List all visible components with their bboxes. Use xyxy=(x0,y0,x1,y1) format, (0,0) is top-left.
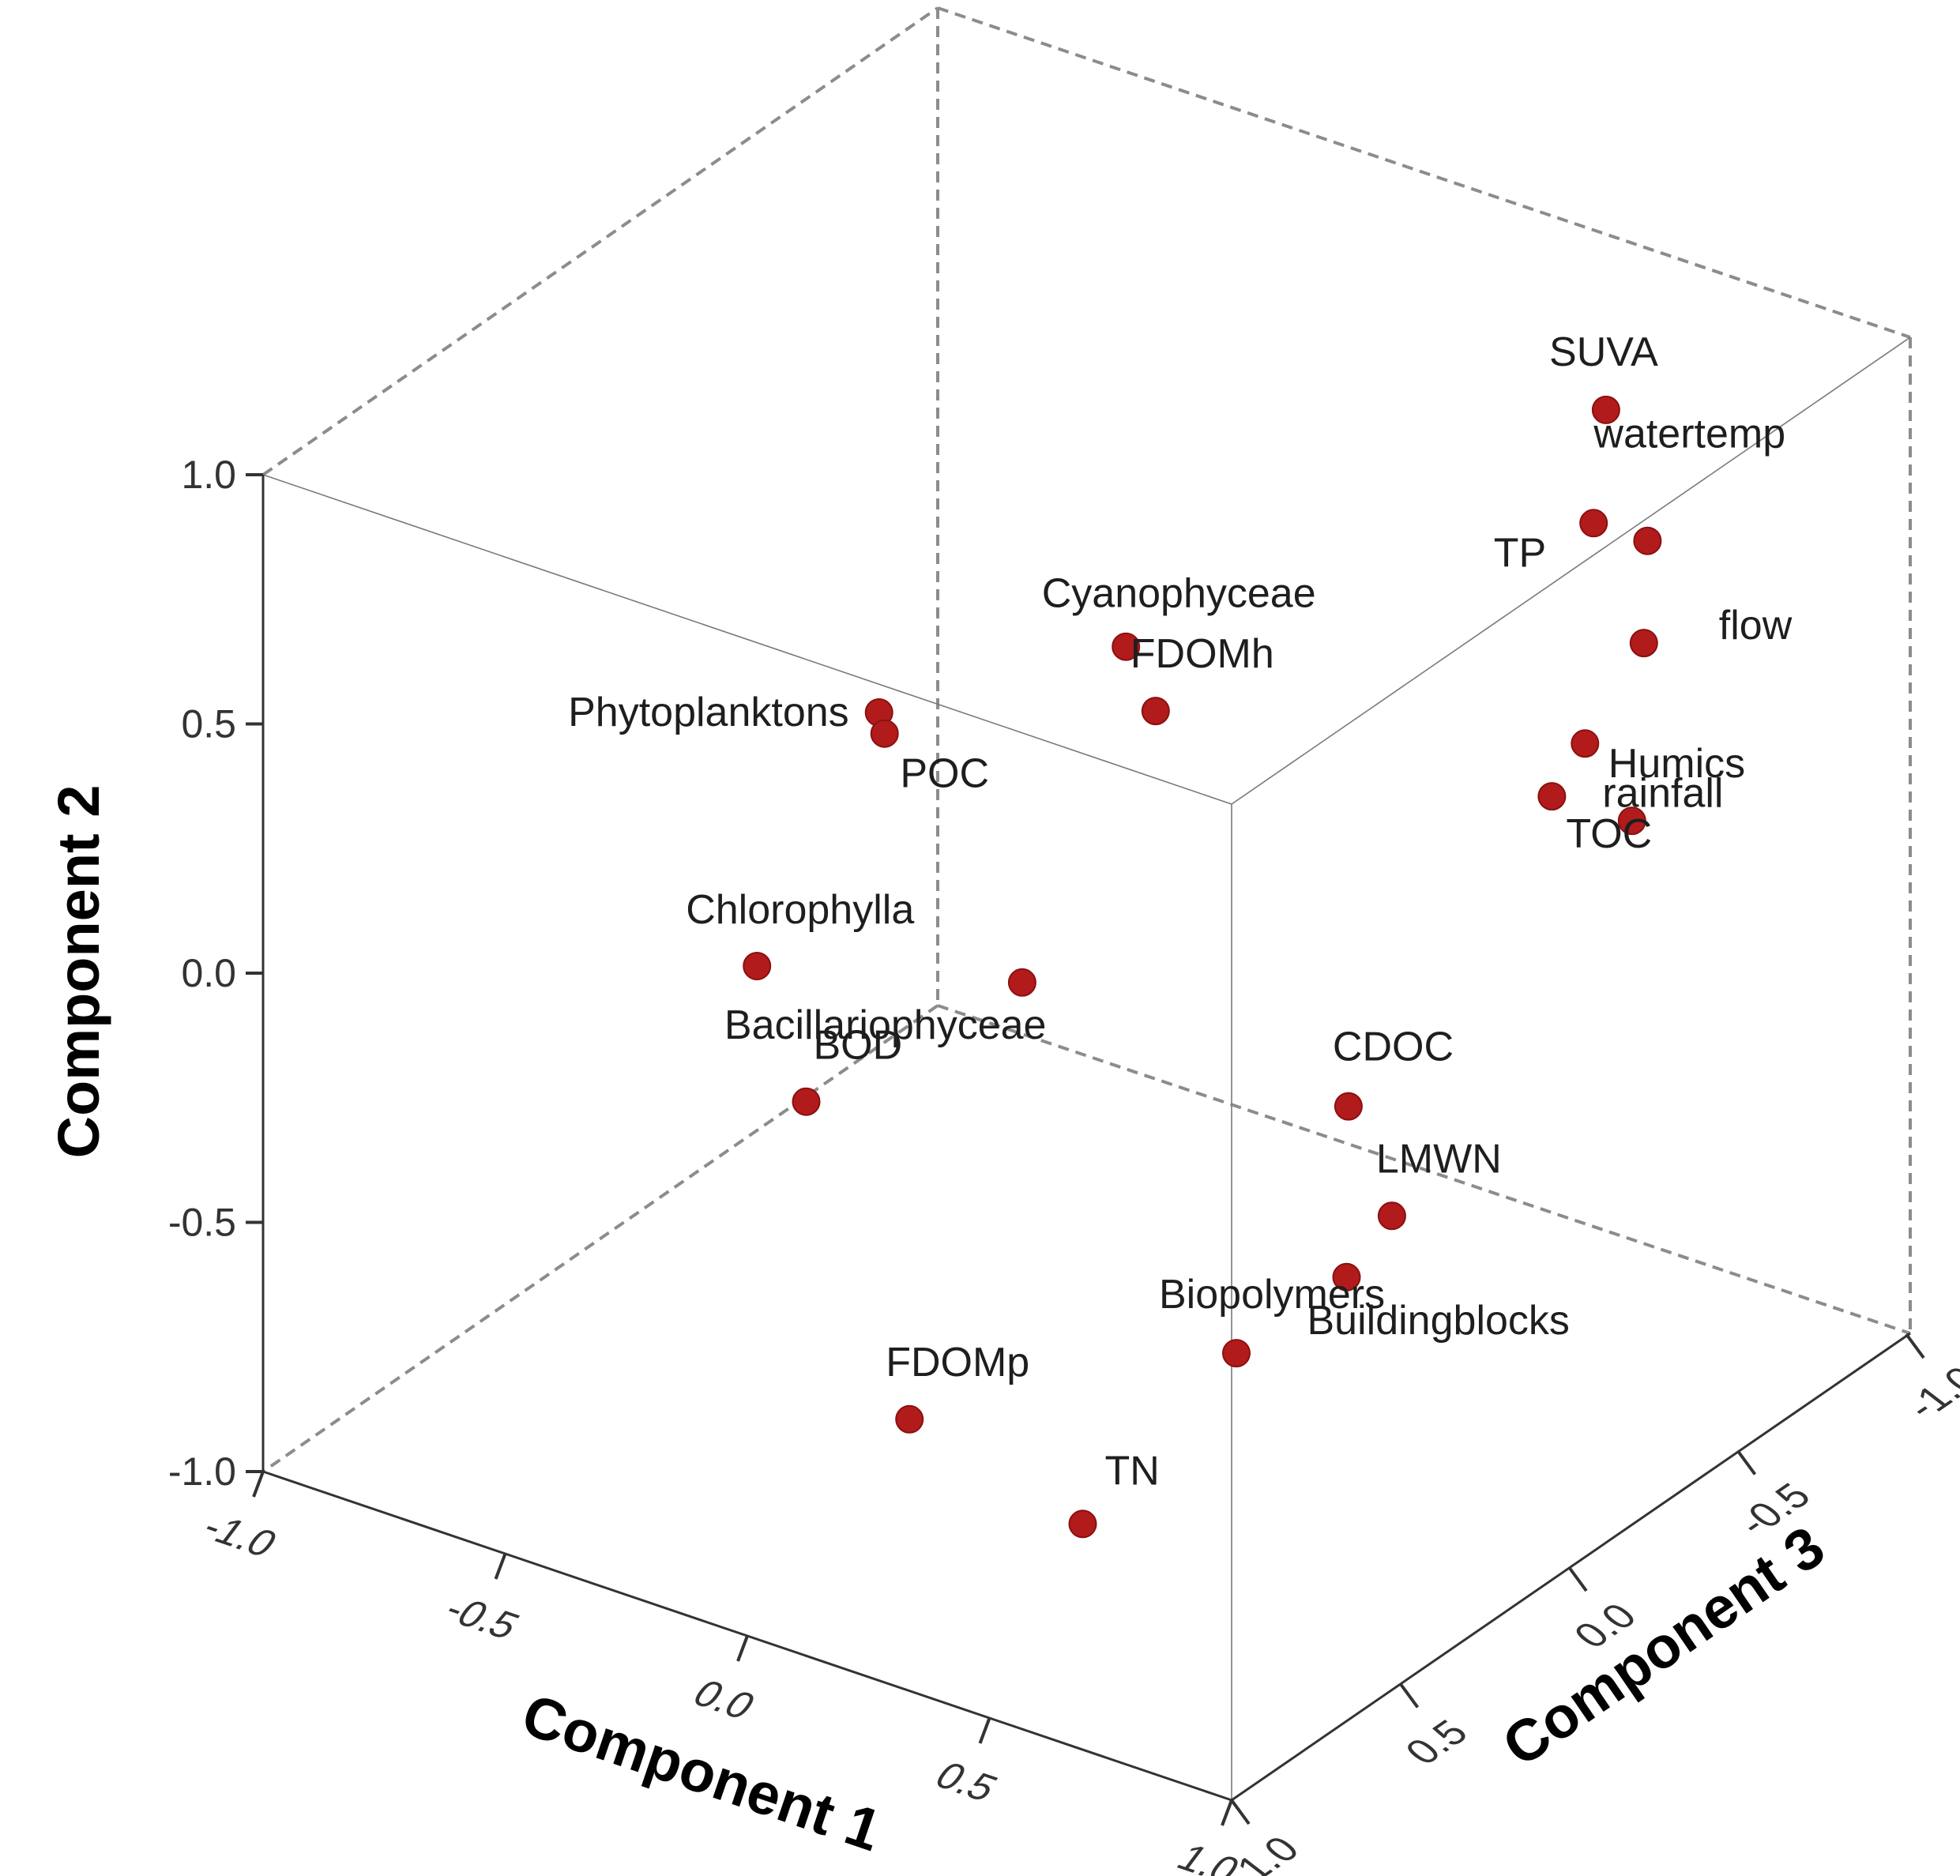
data-label-toc: TOC xyxy=(1566,811,1652,857)
component-2-tick-label: -0.5 xyxy=(168,1201,236,1245)
data-point-toc xyxy=(1537,782,1567,811)
y-axis-title: Component 2 xyxy=(46,785,111,1159)
data-label-fdomh: FDOMh xyxy=(1130,631,1274,677)
data-point-tn xyxy=(1068,1509,1097,1539)
component-1-tick-label: -1.0 xyxy=(194,1506,286,1565)
component-1-tick xyxy=(494,1553,507,1580)
data-point-tp xyxy=(1579,509,1608,538)
data-label-suva: SUVA xyxy=(1549,329,1658,375)
data-point-fdomh xyxy=(1141,697,1170,726)
component-3-tick-label: 0.5 xyxy=(1395,1712,1477,1772)
data-label-tp: TP xyxy=(1494,530,1546,576)
data-label-fdomp: FDOMp xyxy=(886,1340,1029,1385)
cube-front-edges xyxy=(262,336,1911,1800)
data-point-poc xyxy=(870,719,899,748)
data-point-rainfall xyxy=(1571,729,1600,758)
data-point-cyanophyceae xyxy=(1112,632,1141,661)
data-label-poc: POC xyxy=(900,751,989,797)
component-3-ticks: -1.0-0.50.00.51.0 xyxy=(1227,1333,1960,1876)
component-3-tick xyxy=(1567,1566,1588,1592)
cube-hidden-edges xyxy=(261,6,1912,1473)
data-point-cdoc xyxy=(1334,1092,1363,1121)
data-label-rainfall: rainfall xyxy=(1602,770,1723,816)
data-points xyxy=(743,395,1662,1539)
component-1-tick xyxy=(1221,1799,1233,1826)
component-3-tick xyxy=(1905,1333,1925,1359)
component-3-tick-label: 1.0 xyxy=(1227,1829,1309,1876)
data-label-biopolymers: Biopolymers xyxy=(1159,1272,1385,1318)
axis-lines xyxy=(261,475,1911,1802)
data-point-lmwn xyxy=(1377,1201,1406,1231)
data-label-lmwn: LMWN xyxy=(1376,1136,1502,1182)
component-2-tick-label: 0.5 xyxy=(181,702,236,746)
component-3-tick xyxy=(1736,1449,1757,1476)
component-1-tick-label: 0.0 xyxy=(684,1672,764,1727)
component-3-tick xyxy=(1398,1682,1420,1709)
data-point-watertemp xyxy=(1633,526,1662,555)
data-label-phytoplanktons: Phytoplanktons xyxy=(568,690,849,735)
component-3-tick xyxy=(1230,1799,1251,1825)
data-point-chlorophylla xyxy=(743,952,772,980)
component-2-tick-label: 1.0 xyxy=(181,453,236,497)
component-1-tick-label: -0.5 xyxy=(436,1588,529,1647)
data-point-flow xyxy=(1629,629,1658,658)
data-label-tn: TN xyxy=(1105,1448,1160,1494)
data-label-humics: Humics xyxy=(1608,741,1745,787)
data-point-buildingblocks xyxy=(1332,1262,1361,1291)
component-1-tick xyxy=(252,1471,265,1498)
component-2-ticks: -1.0 -0.5 0.0 0.5 1.0 xyxy=(168,453,263,1494)
data-label-cdoc: CDOC xyxy=(1333,1024,1454,1070)
data-label-chlorophylla: Chlorophylla xyxy=(686,887,914,933)
data-point-humics xyxy=(1617,806,1646,836)
z-axis-title: Component 3 xyxy=(1491,1513,1836,1779)
data-point-suva xyxy=(1591,395,1620,424)
component-3-tick-label: -1.0 xyxy=(1896,1359,1960,1426)
data-point-fdomp xyxy=(895,1404,924,1434)
data-label-bacillariophyceae: Bacillariophyceae xyxy=(724,1002,1047,1048)
data-label-bod: BOD xyxy=(814,1023,903,1069)
data-point-bacillariophyceae xyxy=(1007,968,1036,997)
data-point-biopolymers xyxy=(1222,1339,1251,1368)
data-label-buildingblocks: Buildingblocks xyxy=(1307,1298,1570,1344)
data-label-cyanophyceae: Cyanophyceae xyxy=(1042,571,1316,617)
component-2-tick-label: 0.0 xyxy=(181,951,236,995)
component-1-tick-label: 0.5 xyxy=(927,1754,1006,1809)
component-1-tick xyxy=(978,1717,991,1744)
data-label-flow: flow xyxy=(1719,603,1793,649)
component-2-tick-label: -1.0 xyxy=(168,1449,236,1494)
data-point-bod xyxy=(792,1087,821,1116)
component-1-tick xyxy=(736,1635,749,1662)
data-label-watertemp: watertemp xyxy=(1593,412,1785,457)
